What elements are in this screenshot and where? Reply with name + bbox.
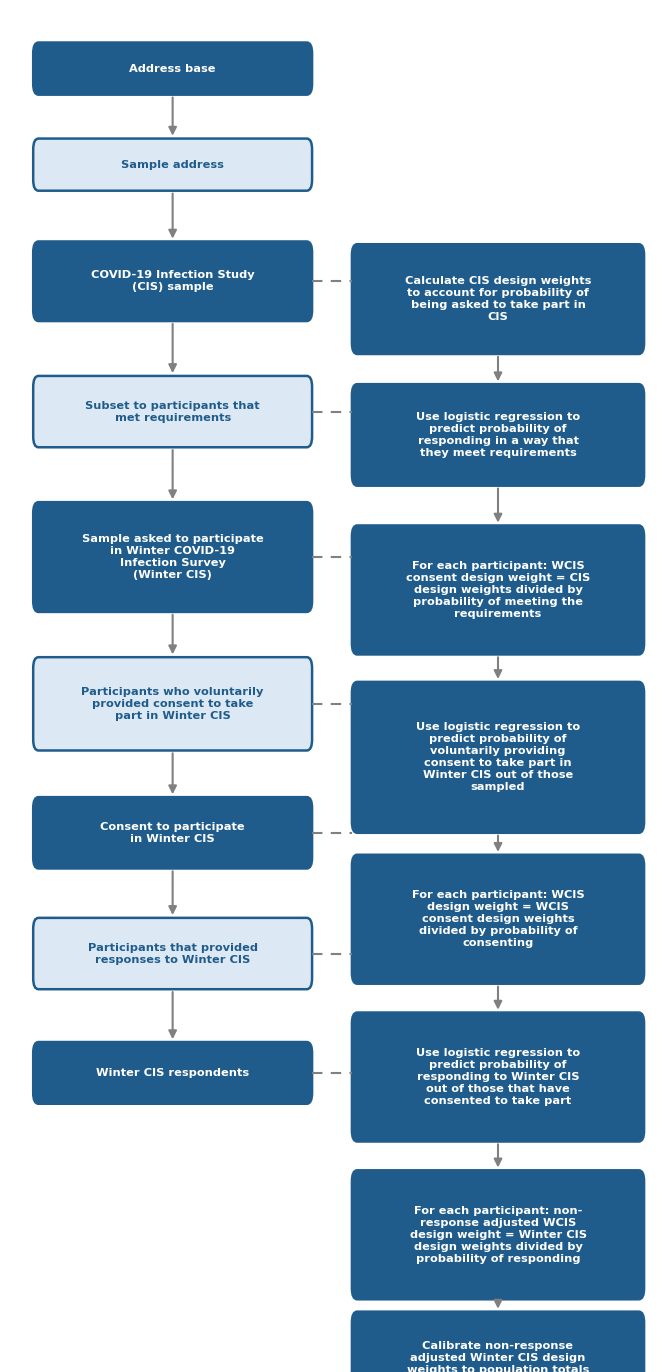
Text: Subset to participants that
met requirements: Subset to participants that met requirem… [86, 401, 260, 423]
FancyBboxPatch shape [352, 682, 644, 833]
FancyBboxPatch shape [33, 139, 312, 191]
FancyBboxPatch shape [33, 43, 312, 95]
Text: Sample address: Sample address [122, 159, 224, 170]
Text: Calculate CIS design weights
to account for probability of
being asked to take p: Calculate CIS design weights to account … [405, 276, 591, 322]
FancyBboxPatch shape [33, 502, 312, 612]
FancyBboxPatch shape [33, 241, 312, 321]
Text: Consent to participate
in Winter CIS: Consent to participate in Winter CIS [100, 822, 245, 844]
Text: Use logistic regression to
predict probability of
voluntarily providing
consent : Use logistic regression to predict proba… [416, 722, 580, 793]
Text: Address base: Address base [129, 63, 216, 74]
Text: For each participant: non-
response adjusted WCIS
design weight = Winter CIS
des: For each participant: non- response adju… [410, 1206, 586, 1264]
Text: Use logistic regression to
predict probability of
responding in a way that
they : Use logistic regression to predict proba… [416, 412, 580, 458]
Text: COVID-19 Infection Study
(CIS) sample: COVID-19 Infection Study (CIS) sample [91, 270, 254, 292]
FancyBboxPatch shape [33, 657, 312, 750]
FancyBboxPatch shape [352, 244, 644, 354]
FancyBboxPatch shape [352, 855, 644, 984]
Text: For each participant: WCIS
design weight = WCIS
consent design weights
divided b: For each participant: WCIS design weight… [412, 890, 584, 948]
Text: Winter CIS respondents: Winter CIS respondents [96, 1067, 249, 1078]
FancyBboxPatch shape [33, 376, 312, 447]
Text: Participants who voluntarily
provided consent to take
part in Winter CIS: Participants who voluntarily provided co… [82, 687, 264, 720]
FancyBboxPatch shape [33, 918, 312, 989]
FancyBboxPatch shape [352, 384, 644, 486]
FancyBboxPatch shape [33, 1043, 312, 1103]
FancyBboxPatch shape [352, 525, 644, 654]
FancyBboxPatch shape [352, 1013, 644, 1142]
Text: Calibrate non-response
adjusted Winter CIS design
weights to population totals: Calibrate non-response adjusted Winter C… [407, 1342, 589, 1372]
FancyBboxPatch shape [352, 1312, 644, 1372]
FancyBboxPatch shape [352, 1170, 644, 1299]
Text: Sample asked to participate
in Winter COVID-19
Infection Survey
(Winter CIS): Sample asked to participate in Winter CO… [82, 534, 264, 580]
Text: Participants that provided
responses to Winter CIS: Participants that provided responses to … [88, 943, 258, 965]
FancyBboxPatch shape [33, 797, 312, 868]
Text: For each participant: WCIS
consent design weight = CIS
design weights divided by: For each participant: WCIS consent desig… [406, 561, 590, 619]
Text: Use logistic regression to
predict probability of
responding to Winter CIS
out o: Use logistic regression to predict proba… [416, 1048, 580, 1106]
